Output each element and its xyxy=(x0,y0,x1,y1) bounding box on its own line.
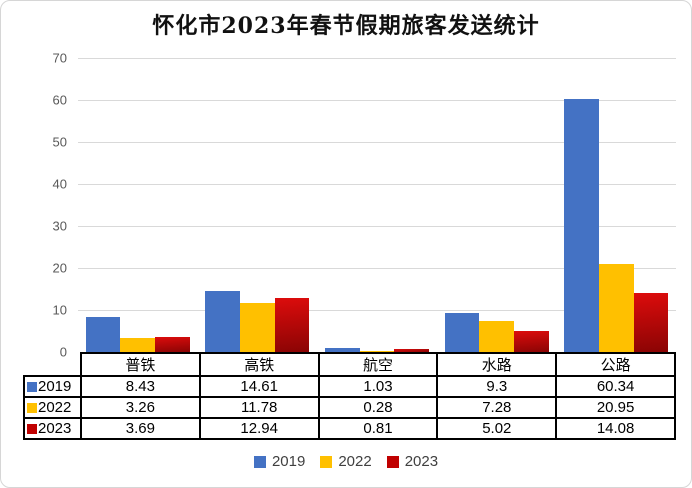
bar-2023-公路 xyxy=(633,292,669,352)
table-value-2023-高铁: 12.94 xyxy=(198,417,320,440)
legend-swatch-icon xyxy=(320,455,333,468)
y-tick-label: 20 xyxy=(52,260,67,276)
bar-2019-水路 xyxy=(444,312,480,352)
table-header-row: 普铁 高铁 航空 水路 公路 xyxy=(24,352,676,377)
table-header-航空: 航空 xyxy=(317,352,439,377)
gridline xyxy=(78,184,676,186)
bar-2022-普铁 xyxy=(120,338,156,352)
legend-label: 2022 xyxy=(338,453,372,470)
chart-title: 怀化市2023年春节假期旅客发送统计 xyxy=(152,13,540,39)
table-value-2019-航空: 1.03 xyxy=(317,375,439,398)
table-header-普铁: 普铁 xyxy=(80,352,201,377)
table-row-2019: 2019 8.43 14.61 1.03 9.3 60.34 xyxy=(23,375,676,398)
bar-2022-水路 xyxy=(479,321,514,352)
table-year-label: 2022 xyxy=(38,399,72,416)
table-year-cell-2023: 2023 xyxy=(23,417,82,440)
legend-label: 2023 xyxy=(404,453,439,470)
gridline xyxy=(78,310,676,312)
data-table: 普铁 高铁 航空 水路 公路 2019 8.43 14.61 1.03 9.3 60.34 2022 3… xyxy=(23,352,676,440)
bar-2022-高铁 xyxy=(240,302,275,352)
table-value-2022-水路: 7.28 xyxy=(436,396,558,419)
table-value-2023-水路: 5.02 xyxy=(436,417,558,440)
gridline xyxy=(78,100,676,101)
legend: 2019 2022 2023 xyxy=(1,453,691,470)
table-year-label: 2023 xyxy=(38,420,72,437)
table-value-2022-高铁: 11.78 xyxy=(198,396,320,419)
table-value-2023-普铁: 3.69 xyxy=(80,417,201,440)
table-header-高铁: 高铁 xyxy=(198,352,320,377)
table-row-2022: 2022 3.26 11.78 0.28 7.28 20.95 xyxy=(23,396,676,419)
gridline xyxy=(78,142,676,143)
legend-item-2023: 2023 xyxy=(386,453,439,470)
y-tick-label: 30 xyxy=(52,218,67,234)
table-year-label: 2019 xyxy=(38,378,72,395)
bar-2019-普铁 xyxy=(85,316,121,352)
table-value-2022-航空: 0.28 xyxy=(317,396,439,419)
series-swatch-icon xyxy=(27,424,37,434)
table-corner-cell xyxy=(24,353,81,376)
table-value-2022-普铁: 3.26 xyxy=(80,396,201,419)
legend-label: 2019 xyxy=(271,453,306,470)
bar-2019-航空 xyxy=(324,347,360,352)
table-year-cell-2019: 2019 xyxy=(23,375,82,398)
y-tick-label: 0 xyxy=(59,344,67,360)
legend-item-2019: 2019 xyxy=(253,453,306,470)
table-value-2019-公路: 60.34 xyxy=(555,375,676,398)
legend-item-2022: 2022 xyxy=(320,453,372,470)
plot-area xyxy=(78,58,676,352)
legend-swatch-icon xyxy=(253,455,266,468)
y-tick-label: 60 xyxy=(52,92,67,108)
gridline xyxy=(78,226,676,227)
bar-2023-水路 xyxy=(513,330,549,352)
bar-2022-航空 xyxy=(359,350,395,352)
series-swatch-icon xyxy=(27,382,37,392)
table-header-公路: 公路 xyxy=(555,352,676,377)
bar-2023-航空 xyxy=(394,348,429,352)
legend-swatch-icon xyxy=(386,455,399,468)
gridline xyxy=(78,268,676,270)
bar-2019-公路 xyxy=(564,98,599,352)
series-swatch-icon xyxy=(27,403,37,413)
table-header-水路: 水路 xyxy=(436,352,558,377)
bar-2019-高铁 xyxy=(205,290,241,352)
table-value-2019-高铁: 14.61 xyxy=(198,375,320,398)
y-axis: 0 10 20 30 40 50 60 70 xyxy=(25,52,67,359)
table-value-2022-公路: 20.95 xyxy=(555,396,676,419)
gridline xyxy=(78,58,676,59)
y-tick-label: 50 xyxy=(52,134,67,150)
y-tick-label: 40 xyxy=(52,176,67,192)
table-value-2019-普铁: 8.43 xyxy=(80,375,201,398)
table-year-cell-2022: 2022 xyxy=(23,396,82,419)
table-value-2023-公路: 14.08 xyxy=(555,417,676,440)
bar-2023-普铁 xyxy=(155,336,190,352)
table-row-2023: 2023 3.69 12.94 0.81 5.02 14.08 xyxy=(23,417,676,440)
bar-2023-高铁 xyxy=(274,297,310,352)
bar-2022-公路 xyxy=(598,264,634,352)
y-tick-label: 70 xyxy=(52,50,67,66)
y-tick-label: 10 xyxy=(52,302,67,318)
table-value-2019-水路: 9.3 xyxy=(436,375,558,398)
table-value-2023-航空: 0.81 xyxy=(317,417,439,440)
